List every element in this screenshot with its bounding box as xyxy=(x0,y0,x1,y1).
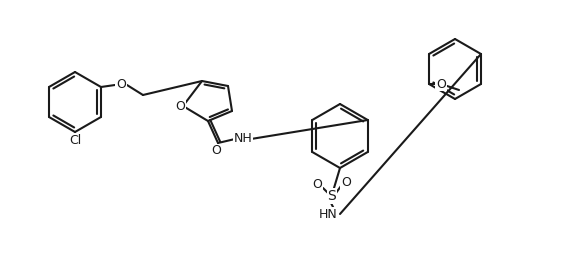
Text: O: O xyxy=(312,179,322,192)
Text: O: O xyxy=(211,145,221,157)
Text: O: O xyxy=(341,177,351,189)
Text: NH: NH xyxy=(233,133,252,146)
Text: O: O xyxy=(436,77,446,90)
Text: O: O xyxy=(116,78,126,91)
Text: O: O xyxy=(175,100,185,113)
Text: Cl: Cl xyxy=(69,135,81,148)
Text: HN: HN xyxy=(319,208,337,220)
Text: S: S xyxy=(328,189,336,203)
